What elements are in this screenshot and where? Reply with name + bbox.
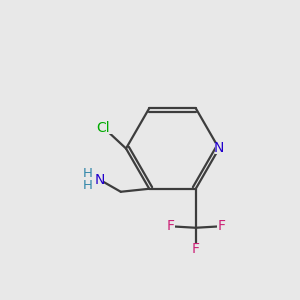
Bar — [166, 221, 175, 232]
Text: F: F — [217, 219, 225, 233]
Text: N: N — [214, 142, 224, 155]
Bar — [95, 174, 104, 185]
Bar — [95, 122, 112, 134]
Bar — [214, 143, 224, 154]
Text: H: H — [83, 179, 93, 192]
Text: N: N — [94, 173, 105, 187]
Text: Cl: Cl — [97, 121, 110, 134]
Text: F: F — [192, 242, 200, 256]
Text: F: F — [166, 219, 174, 233]
Bar — [191, 243, 200, 254]
Bar — [217, 221, 226, 232]
Text: H: H — [83, 167, 93, 180]
